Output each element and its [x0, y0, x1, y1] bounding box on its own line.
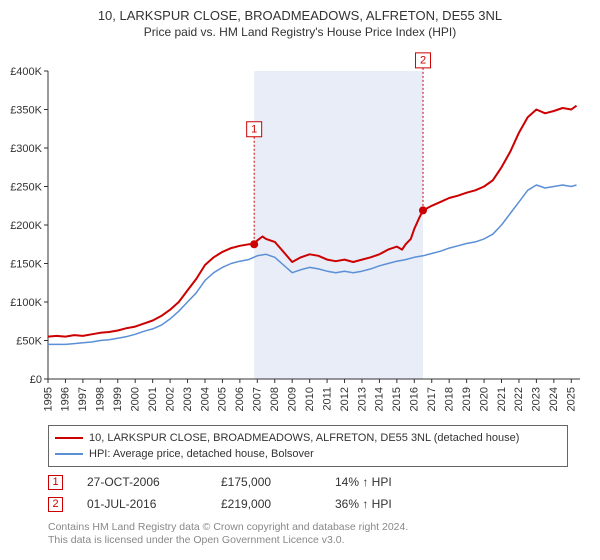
sale-hpi: 14% ↑ HPI: [335, 471, 445, 493]
sale-marker-1: 1: [48, 475, 63, 490]
svg-text:2004: 2004: [199, 387, 211, 411]
svg-text:£150K: £150K: [10, 259, 42, 271]
svg-text:2013: 2013: [356, 387, 368, 411]
legend-item-property: 10, LARKSPUR CLOSE, BROADMEADOWS, ALFRET…: [55, 430, 561, 446]
svg-text:2011: 2011: [321, 387, 333, 411]
svg-text:2006: 2006: [234, 387, 246, 411]
svg-text:2016: 2016: [409, 387, 421, 411]
svg-text:2018: 2018: [443, 387, 455, 411]
svg-text:2009: 2009: [286, 387, 298, 411]
sale-row: 1 27-OCT-2006 £175,000 14% ↑ HPI: [48, 471, 568, 493]
svg-text:£100K: £100K: [10, 297, 42, 309]
svg-text:2: 2: [420, 54, 426, 66]
sale-date: 27-OCT-2006: [87, 471, 197, 493]
svg-text:2014: 2014: [374, 387, 386, 411]
svg-text:£50K: £50K: [16, 336, 42, 348]
sale-hpi: 36% ↑ HPI: [335, 493, 445, 515]
svg-text:1995: 1995: [42, 387, 54, 411]
svg-text:2012: 2012: [339, 387, 351, 411]
svg-text:2002: 2002: [164, 387, 176, 411]
svg-text:£200K: £200K: [10, 220, 42, 232]
title-line1: 10, LARKSPUR CLOSE, BROADMEADOWS, ALFRET…: [0, 8, 600, 23]
svg-text:2005: 2005: [217, 387, 229, 411]
chart-title-block: 10, LARKSPUR CLOSE, BROADMEADOWS, ALFRET…: [0, 0, 600, 39]
legend-swatch-hpi: [55, 453, 83, 455]
svg-text:1996: 1996: [60, 387, 72, 411]
svg-text:2023: 2023: [531, 387, 543, 411]
legend-label-hpi: HPI: Average price, detached house, Bols…: [89, 446, 314, 462]
svg-text:2020: 2020: [478, 387, 490, 411]
svg-text:£350K: £350K: [10, 105, 42, 117]
svg-text:£0: £0: [30, 374, 42, 386]
svg-text:2022: 2022: [513, 387, 525, 411]
sale-date: 01-JUL-2016: [87, 493, 197, 515]
svg-text:2024: 2024: [548, 387, 560, 411]
svg-text:2025: 2025: [566, 387, 578, 411]
sale-marker-2: 2: [48, 497, 63, 512]
svg-text:2010: 2010: [304, 387, 316, 411]
footer-line2: This data is licensed under the Open Gov…: [48, 534, 568, 547]
legend-swatch-property: [55, 437, 83, 439]
svg-text:2015: 2015: [391, 387, 403, 411]
svg-text:£300K: £300K: [10, 143, 42, 155]
sale-row: 2 01-JUL-2016 £219,000 36% ↑ HPI: [48, 493, 568, 515]
svg-text:1999: 1999: [112, 387, 124, 411]
svg-text:2021: 2021: [496, 387, 508, 411]
svg-text:2001: 2001: [147, 387, 159, 411]
svg-text:2019: 2019: [461, 387, 473, 411]
svg-text:£250K: £250K: [10, 182, 42, 194]
svg-text:2008: 2008: [269, 387, 281, 411]
svg-text:1997: 1997: [77, 387, 89, 411]
footer: Contains HM Land Registry data © Crown c…: [48, 521, 568, 547]
chart-area: £0 £50K £100K £150K £200K £250K £300K £350K £400…: [0, 39, 600, 419]
price-chart: £0 £50K £100K £150K £200K £250K £300K £350K £400…: [0, 39, 600, 419]
svg-text:2007: 2007: [252, 387, 264, 411]
footer-line1: Contains HM Land Registry data © Crown c…: [48, 521, 568, 534]
svg-text:£400K: £400K: [10, 66, 42, 78]
legend-item-hpi: HPI: Average price, detached house, Bols…: [55, 446, 561, 462]
legend: 10, LARKSPUR CLOSE, BROADMEADOWS, ALFRET…: [48, 425, 568, 467]
svg-text:1998: 1998: [95, 387, 107, 411]
svg-text:1: 1: [251, 123, 257, 135]
title-line2: Price paid vs. HM Land Registry's House …: [0, 25, 600, 39]
sale-price: £219,000: [221, 493, 311, 515]
svg-text:2000: 2000: [130, 387, 142, 411]
sales-table: 1 27-OCT-2006 £175,000 14% ↑ HPI 2 01-JU…: [48, 471, 568, 515]
svg-text:2003: 2003: [182, 387, 194, 411]
svg-text:2017: 2017: [426, 387, 438, 411]
sale-price: £175,000: [221, 471, 311, 493]
legend-label-property: 10, LARKSPUR CLOSE, BROADMEADOWS, ALFRET…: [89, 430, 519, 446]
